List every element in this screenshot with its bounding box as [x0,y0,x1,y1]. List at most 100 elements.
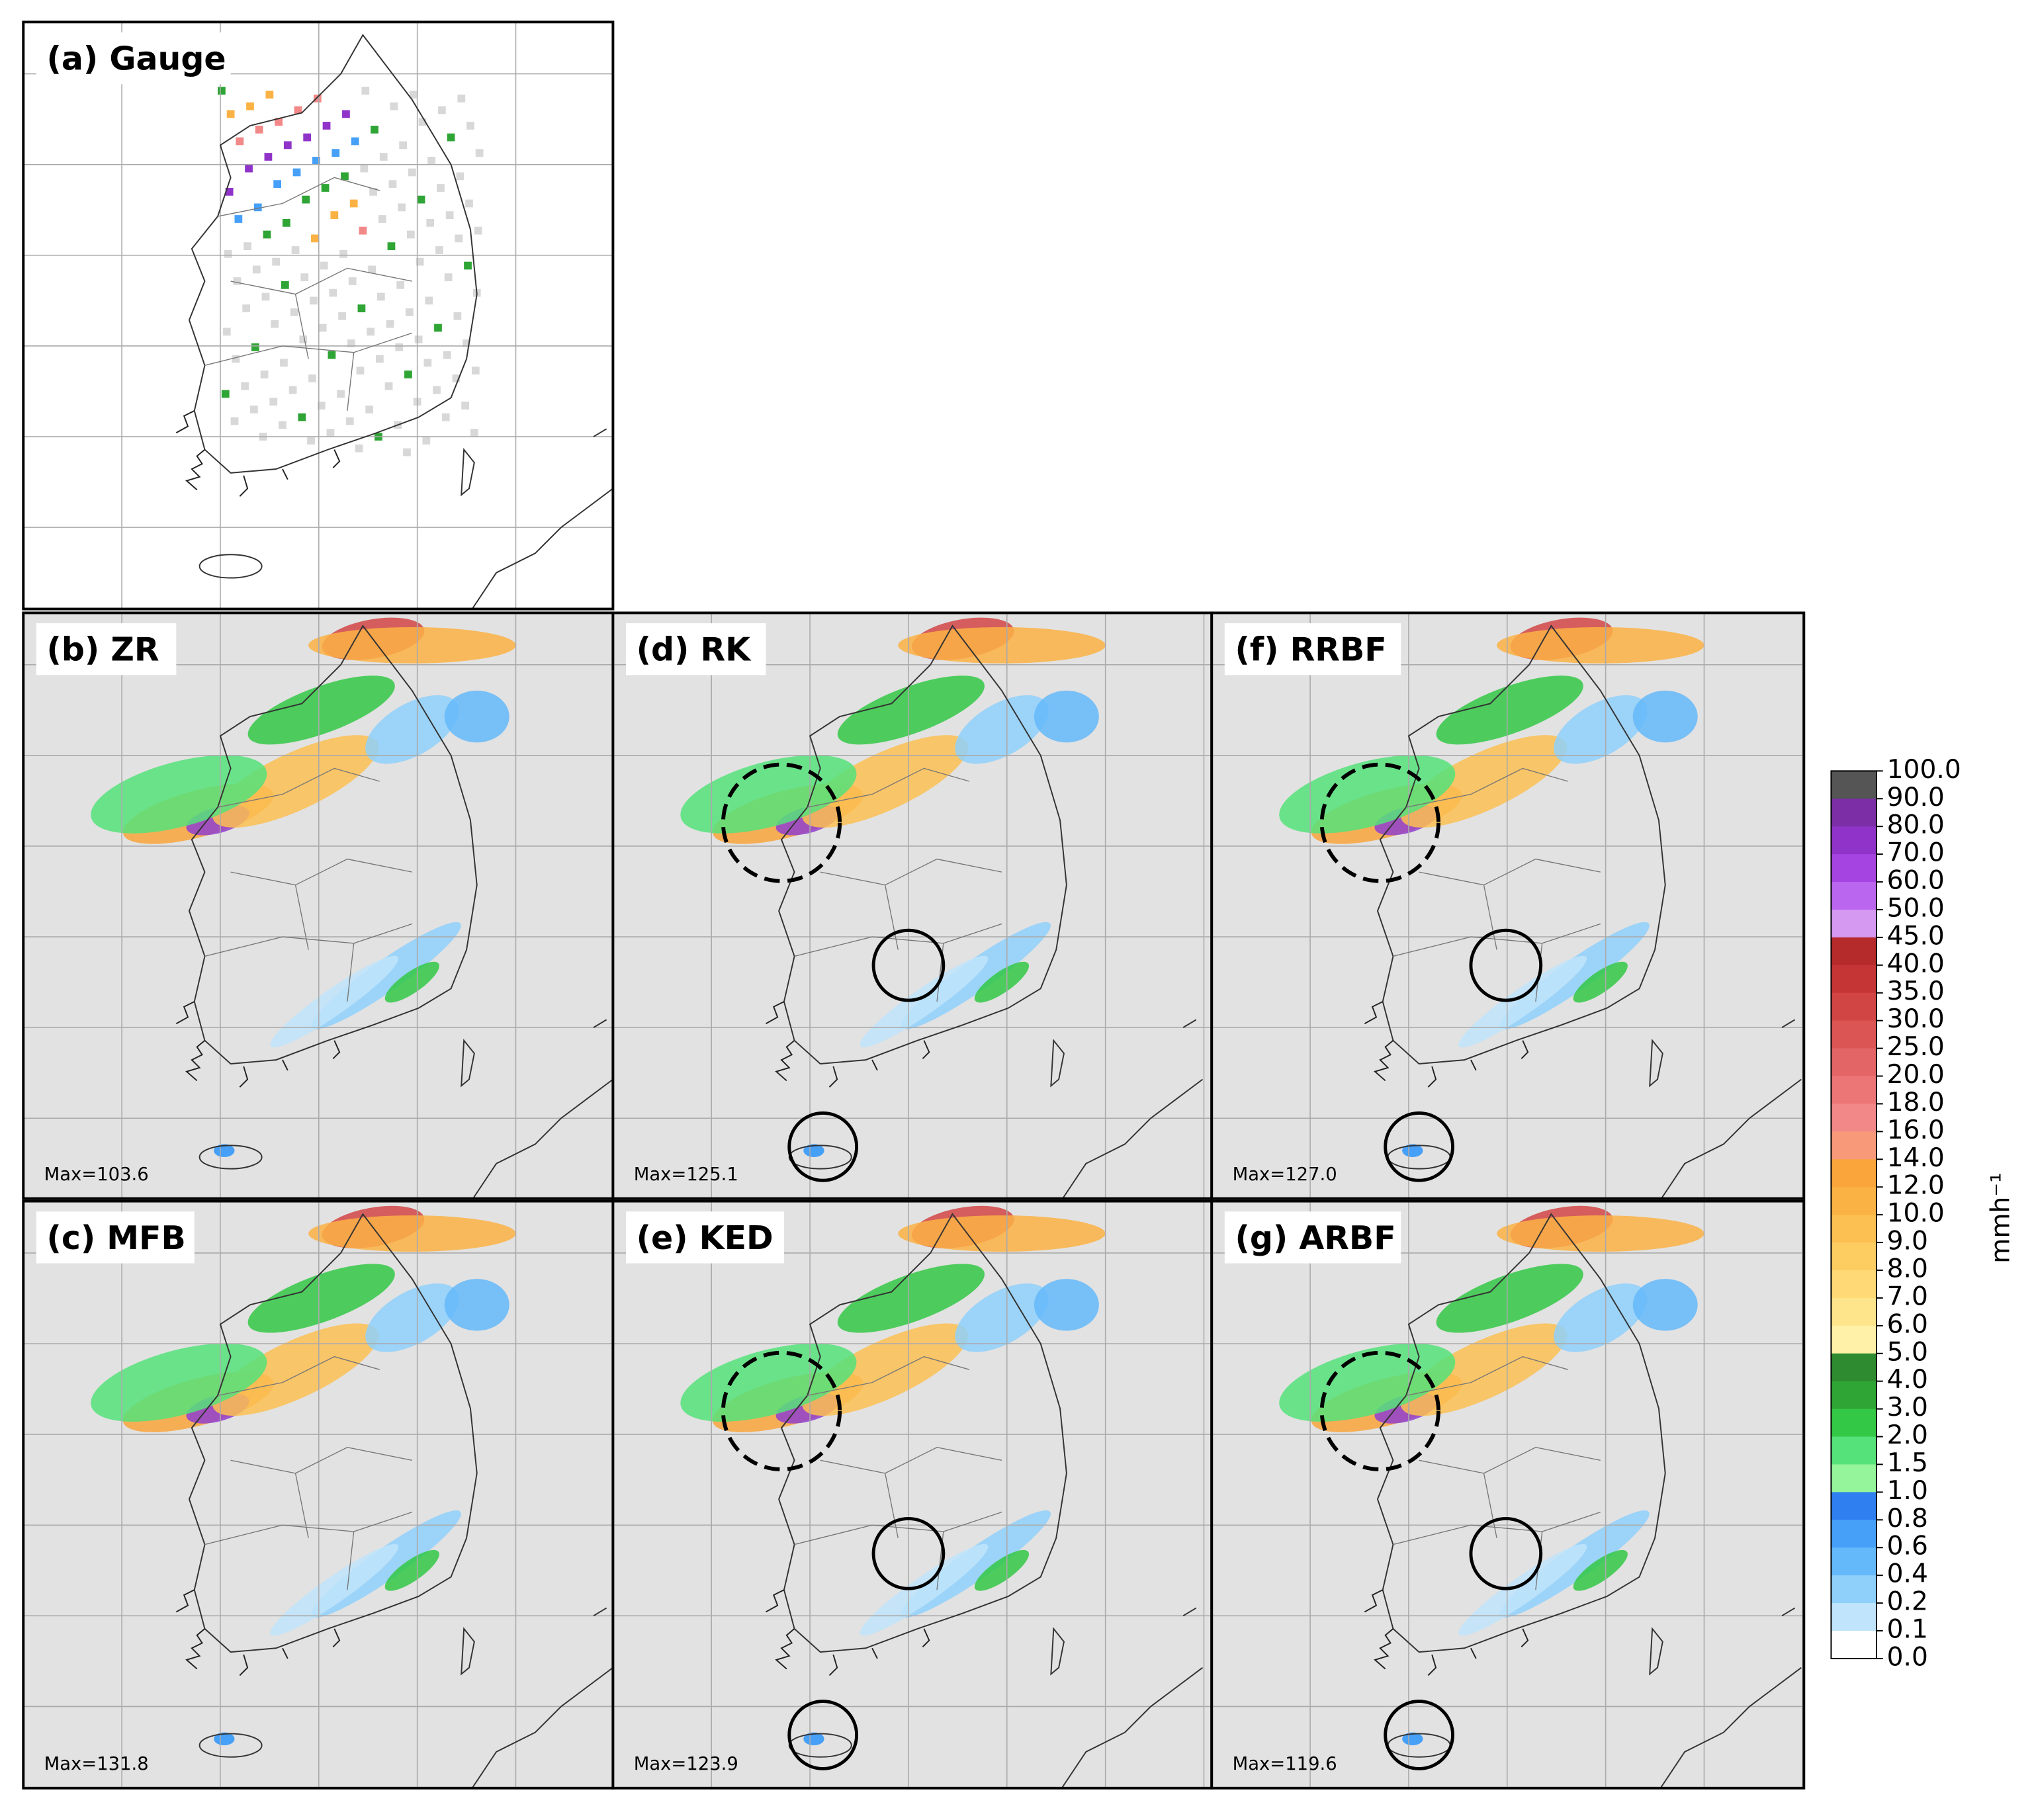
gauge-marker [427,156,436,165]
panel-label: (e) KED [637,1219,773,1257]
gauge-marker [399,141,407,150]
gauge-marker [388,180,397,189]
colorbar-segment [1831,882,1877,910]
gauge-marker [224,250,232,258]
gauge-marker [408,168,416,177]
colorbar-segment [1831,1631,1877,1659]
gauge-marker [404,370,412,378]
colorbar-label: 20.0 [1887,1060,1945,1090]
rain-area [974,1549,1030,1591]
gauge-marker [359,226,367,235]
colorbar-label: 12.0 [1887,1171,1945,1201]
colorbar-label: 1.0 [1887,1476,1928,1506]
gauge-marker [455,234,463,243]
gauge-marker [395,343,404,351]
gauge-marker [263,230,271,239]
colorbar-segment [1831,1215,1877,1243]
map-body [613,1201,1212,1788]
highlight-circle [787,1111,859,1182]
gauge-marker [226,110,235,118]
colorbar-label: 0.1 [1887,1615,1928,1645]
colorbar-segment [1831,1270,1877,1299]
colorbar-label: 0.4 [1887,1559,1928,1589]
gauge-marker [433,386,441,394]
colorbar: 100.090.080.070.060.050.045.040.035.030.… [1830,755,1961,1672]
gauge-marker [339,250,347,258]
colorbar-label: 8.0 [1887,1254,1928,1284]
colorbar-label: 60.0 [1887,866,1945,896]
map-panel: (f) RRBF Max=127.0 [1210,611,1806,1200]
gauge-marker [360,164,369,173]
gauge-marker [261,292,270,301]
map-panel: (g) ARBF Max=119.6 [1210,1199,1806,1790]
colorbar-segment [1831,826,1877,855]
gauge-marker [426,219,435,227]
colorbar-label: 0.8 [1887,1504,1928,1534]
colorbar-label: 70.0 [1887,838,1945,868]
gauge-marker [355,444,363,453]
max-value: Max=131.8 [44,1754,149,1774]
rain-area [974,961,1030,1003]
colorbar-segment [1831,1547,1877,1576]
rain-area [1497,1215,1704,1252]
colorbar-label: 100.0 [1887,755,1961,785]
colorbar-segment [1831,1325,1877,1354]
gauge-marker [423,359,432,367]
gauge-marker [291,246,300,254]
gauge-marker [443,351,451,359]
colorbar-segment [1831,1076,1877,1105]
colorbar-label: 18.0 [1887,1088,1945,1117]
rain-area [860,1543,989,1636]
gauge-marker [342,110,350,118]
panel-label: (f) RRBF [1235,631,1386,669]
map-panel: (c) MFB Max=131.8 [22,1199,615,1790]
gauge-marker [441,413,450,421]
colorbar-segment [1831,1131,1877,1160]
rain-area [1436,675,1583,745]
gauge-marker [474,226,482,235]
colorbar-segment [1831,1575,1877,1604]
rain-area [1497,627,1704,664]
map-body [1212,613,1804,1199]
gauge-marker [347,339,355,347]
gauge-marker [409,91,418,99]
colorbar-label: 80.0 [1887,810,1945,840]
rain-area [1632,1279,1698,1331]
gauge-marker [300,273,309,282]
map-panel: (b) ZR Max=103.6 [22,611,615,1200]
colorbar-segment [1831,1353,1877,1382]
gauge-marker [444,273,453,282]
gauge-marker [311,234,319,243]
gauge-marker [331,149,340,157]
gauge-marker [242,304,250,313]
gauge-marker [230,417,239,425]
gauge-marker [464,261,472,270]
rain-area [212,1323,379,1416]
colorbar-label: 90.0 [1887,783,1945,812]
gauge-marker [461,402,469,410]
colorbar-label: 1.5 [1887,1448,1928,1478]
gauge-marker [320,261,328,270]
gauge-marker [299,335,308,344]
gauge-marker [470,429,478,437]
gauge-marker [294,106,302,114]
gauge-marker [298,413,306,421]
rain-area [803,1732,824,1746]
gauge-marker [435,246,443,254]
colorbar-segment [1831,965,1877,994]
panel-frame [1210,1199,1806,1790]
max-value: Max=103.6 [44,1164,149,1185]
gauge-marker [253,203,262,212]
highlight-circle [1469,928,1543,1002]
gauge-marker [338,312,346,320]
gauge-marker [308,374,316,382]
gauge-marker [349,199,358,208]
colorbar-segment [1831,1381,1877,1410]
gauge-marker [225,188,234,196]
colorbar-label: 6.0 [1887,1309,1928,1339]
map-panel: (e) KED Max=123.9 [611,1199,1214,1790]
rain-area [444,690,509,743]
gauge-marker [313,94,322,103]
rain-area [91,755,267,834]
colorbar-label: 7.0 [1887,1281,1928,1311]
